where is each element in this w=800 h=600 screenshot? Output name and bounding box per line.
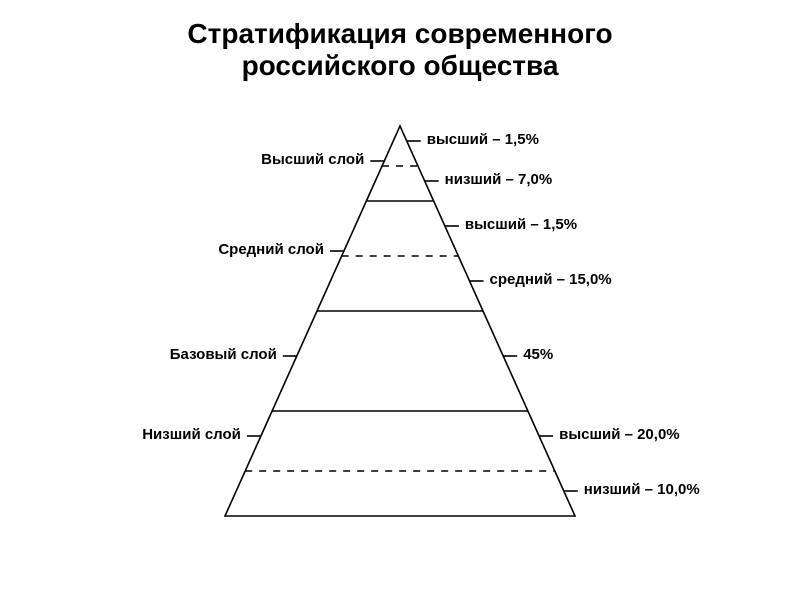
right-percent-label: высший – 1,5% [427,131,539,148]
right-percent-label: низший – 7,0% [445,171,553,188]
right-percent-label: 45% [523,346,553,363]
left-layer-label: Низший слой [142,426,241,443]
right-percent-label: высший – 20,0% [559,426,680,443]
page-title: Стратификация современного российского о… [0,0,800,82]
pyramid-svg [0,86,800,600]
pyramid-diagram: Высший слой Средний слой Базовый слой Низши… [0,86,800,600]
title-line-2: российского общества [242,50,559,81]
right-percent-label: высший – 1,5% [465,216,577,233]
title-line-1: Стратификация современного [187,18,612,49]
left-layer-label: Высший слой [261,151,364,168]
left-layer-label: Базовый слой [170,346,277,363]
right-percent-label: средний – 15,0% [490,271,612,288]
left-layer-label: Средний слой [218,241,324,258]
right-percent-label: низший – 10,0% [584,481,700,498]
